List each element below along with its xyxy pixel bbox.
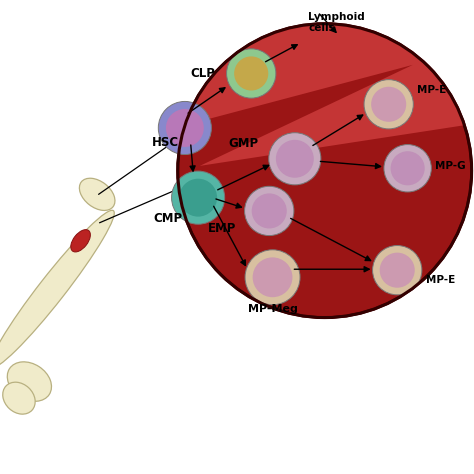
Ellipse shape xyxy=(79,178,115,210)
Text: MP-Meg: MP-Meg xyxy=(247,304,298,314)
Circle shape xyxy=(391,151,425,185)
Text: CMP: CMP xyxy=(154,211,183,225)
Ellipse shape xyxy=(71,229,91,252)
Ellipse shape xyxy=(7,362,52,401)
Circle shape xyxy=(158,101,211,155)
Circle shape xyxy=(384,145,431,192)
Circle shape xyxy=(172,171,225,224)
Text: CLP: CLP xyxy=(191,67,216,80)
Circle shape xyxy=(364,80,413,129)
Circle shape xyxy=(380,253,415,288)
Circle shape xyxy=(234,56,268,91)
Circle shape xyxy=(166,109,204,147)
Circle shape xyxy=(227,49,276,98)
Text: MP-E: MP-E xyxy=(417,85,447,95)
Polygon shape xyxy=(185,24,465,166)
Text: Lymphoid
cells: Lymphoid cells xyxy=(308,11,365,33)
Circle shape xyxy=(276,140,314,178)
Text: MP-E: MP-E xyxy=(426,274,455,285)
Text: HSC: HSC xyxy=(152,136,179,149)
Circle shape xyxy=(252,193,287,228)
Circle shape xyxy=(373,246,422,295)
Circle shape xyxy=(179,179,217,217)
Ellipse shape xyxy=(3,382,35,414)
Circle shape xyxy=(269,133,321,185)
Circle shape xyxy=(178,24,472,318)
Text: EMP: EMP xyxy=(208,222,236,235)
Ellipse shape xyxy=(0,210,114,368)
Circle shape xyxy=(245,186,294,236)
Text: MP-G: MP-G xyxy=(435,161,466,171)
Circle shape xyxy=(371,87,406,122)
Circle shape xyxy=(245,250,300,305)
Text: GMP: GMP xyxy=(228,137,258,150)
Circle shape xyxy=(253,257,292,297)
